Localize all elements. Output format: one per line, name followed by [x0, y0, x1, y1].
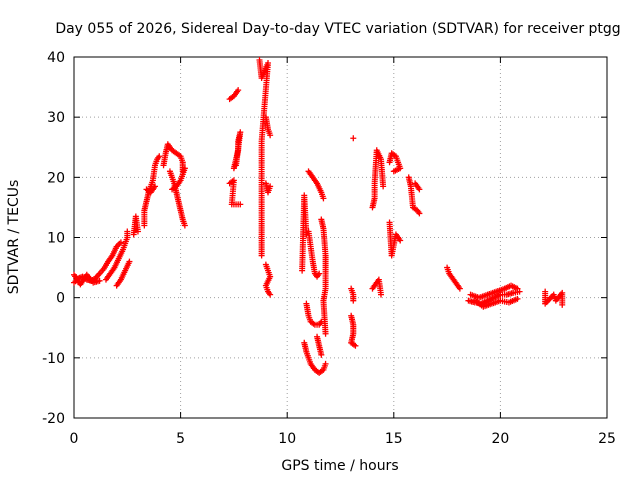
x-tick-label: 15: [385, 431, 403, 447]
data-point: [124, 228, 131, 235]
y-tick-label: 40: [47, 50, 65, 66]
data-point: [233, 162, 240, 169]
axis-ticks: 0 5 10 15 20 25 -20 -10 0 10 20 30 40: [42, 50, 616, 447]
data-point: [235, 87, 242, 94]
x-tick-label: 10: [278, 431, 296, 447]
grid-lines: [74, 57, 607, 418]
data-point: [316, 270, 323, 277]
data-point: [322, 330, 329, 337]
data-point: [514, 285, 521, 292]
data-point: [380, 183, 387, 190]
data-point: [258, 252, 265, 259]
data-point: [318, 351, 325, 358]
data-point: [416, 186, 423, 193]
y-tick-label: -10: [42, 351, 65, 367]
y-tick-label: -20: [42, 411, 65, 427]
data-point: [181, 165, 188, 172]
data-point: [96, 277, 103, 284]
data-point: [514, 295, 521, 302]
data-point: [352, 342, 359, 349]
x-axis-label: GPS time / hours: [281, 458, 398, 474]
data-point: [237, 201, 244, 208]
data-point: [456, 285, 463, 292]
data-point: [267, 291, 274, 298]
data-point: [152, 183, 159, 190]
chart-title: Day 055 of 2026, Sidereal Day-to-day VTE…: [55, 21, 620, 37]
y-tick-label: 20: [47, 170, 65, 186]
data-point: [350, 297, 357, 304]
data-point: [134, 228, 141, 235]
data-point: [320, 195, 327, 202]
data-point: [117, 239, 124, 246]
data-point: [267, 183, 274, 190]
data-point: [322, 360, 329, 367]
data-point: [516, 288, 523, 295]
y-tick-label: 10: [47, 231, 65, 247]
y-tick-label: 0: [56, 291, 65, 307]
plot-frame: [73, 56, 608, 419]
data-point: [416, 210, 423, 217]
data-point: [126, 258, 133, 265]
data-points: [71, 57, 566, 376]
data-point: [559, 301, 566, 308]
y-tick-label: 30: [47, 110, 65, 126]
data-point: [378, 291, 385, 298]
data-point: [350, 135, 357, 142]
x-tick-label: 5: [176, 431, 185, 447]
y-axis-label: SDTVAR / TECUs: [6, 180, 22, 295]
x-tick-label: 25: [598, 431, 616, 447]
data-point: [397, 237, 404, 244]
data-point: [156, 153, 163, 160]
data-point: [181, 222, 188, 229]
data-point: [390, 168, 397, 175]
x-tick-label: 20: [491, 431, 509, 447]
data-point: [267, 132, 274, 139]
x-tick-label: 0: [70, 431, 79, 447]
